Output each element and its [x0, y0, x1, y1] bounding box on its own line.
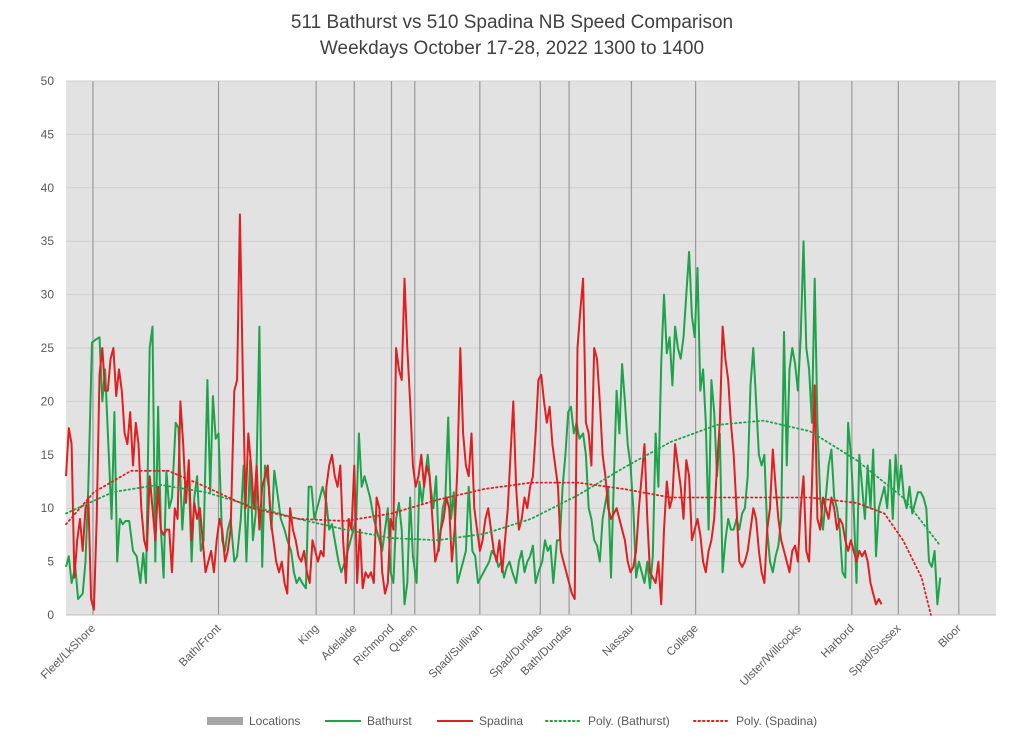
location-label: Bath/Dundas	[519, 622, 575, 678]
legend-label: Poly. (Bathurst)	[588, 714, 670, 728]
location-label: College	[665, 623, 701, 659]
y-tick-label: 50	[41, 74, 55, 88]
legend-label: Locations	[249, 714, 300, 728]
y-tick-label: 25	[41, 341, 55, 355]
legend-label: Poly. (Spadina)	[736, 714, 817, 728]
legend-label: Spadina	[479, 714, 523, 728]
legend-item: Spadina	[437, 714, 523, 728]
legend-item: Bathurst	[325, 714, 412, 728]
y-tick-label: 0	[47, 608, 54, 622]
y-tick-label: 15	[41, 448, 55, 462]
y-tick-label: 40	[41, 181, 55, 195]
location-label: Harbord	[819, 623, 857, 661]
series-poly-bathurst	[65, 419, 942, 547]
y-tick-label: 5	[47, 555, 54, 569]
y-tick-label: 35	[41, 234, 55, 248]
location-label: King	[297, 623, 322, 648]
location-label: Spad/Sullivan	[427, 623, 485, 681]
y-tick-label: 10	[41, 501, 55, 515]
location-label: Ulster/Willcocks	[738, 622, 804, 688]
legend-item: Poly. (Spadina)	[693, 714, 817, 728]
location-label: Bath/Front	[177, 622, 224, 669]
series-poly-spadina	[65, 469, 932, 616]
chart-title: 511 Bathurst vs 510 Spadina NB Speed Com…	[290, 12, 734, 33]
y-tick-label: 45	[41, 127, 55, 141]
legend-item: Locations	[207, 714, 300, 728]
location-label: Nassau	[600, 623, 636, 659]
y-tick-label: 20	[41, 394, 55, 408]
legend-swatch	[207, 717, 243, 725]
y-tick-label: 30	[41, 288, 55, 302]
series-spadina	[65, 213, 883, 611]
location-label: Bloor	[936, 623, 964, 651]
legend-item: Poly. (Bathurst)	[545, 714, 670, 728]
legend-label: Bathurst	[367, 714, 412, 728]
location-label: Fleet/LkShore	[39, 623, 98, 682]
chart-subtitle: Weekdays October 17-28, 2022 1300 to 140…	[319, 38, 705, 59]
